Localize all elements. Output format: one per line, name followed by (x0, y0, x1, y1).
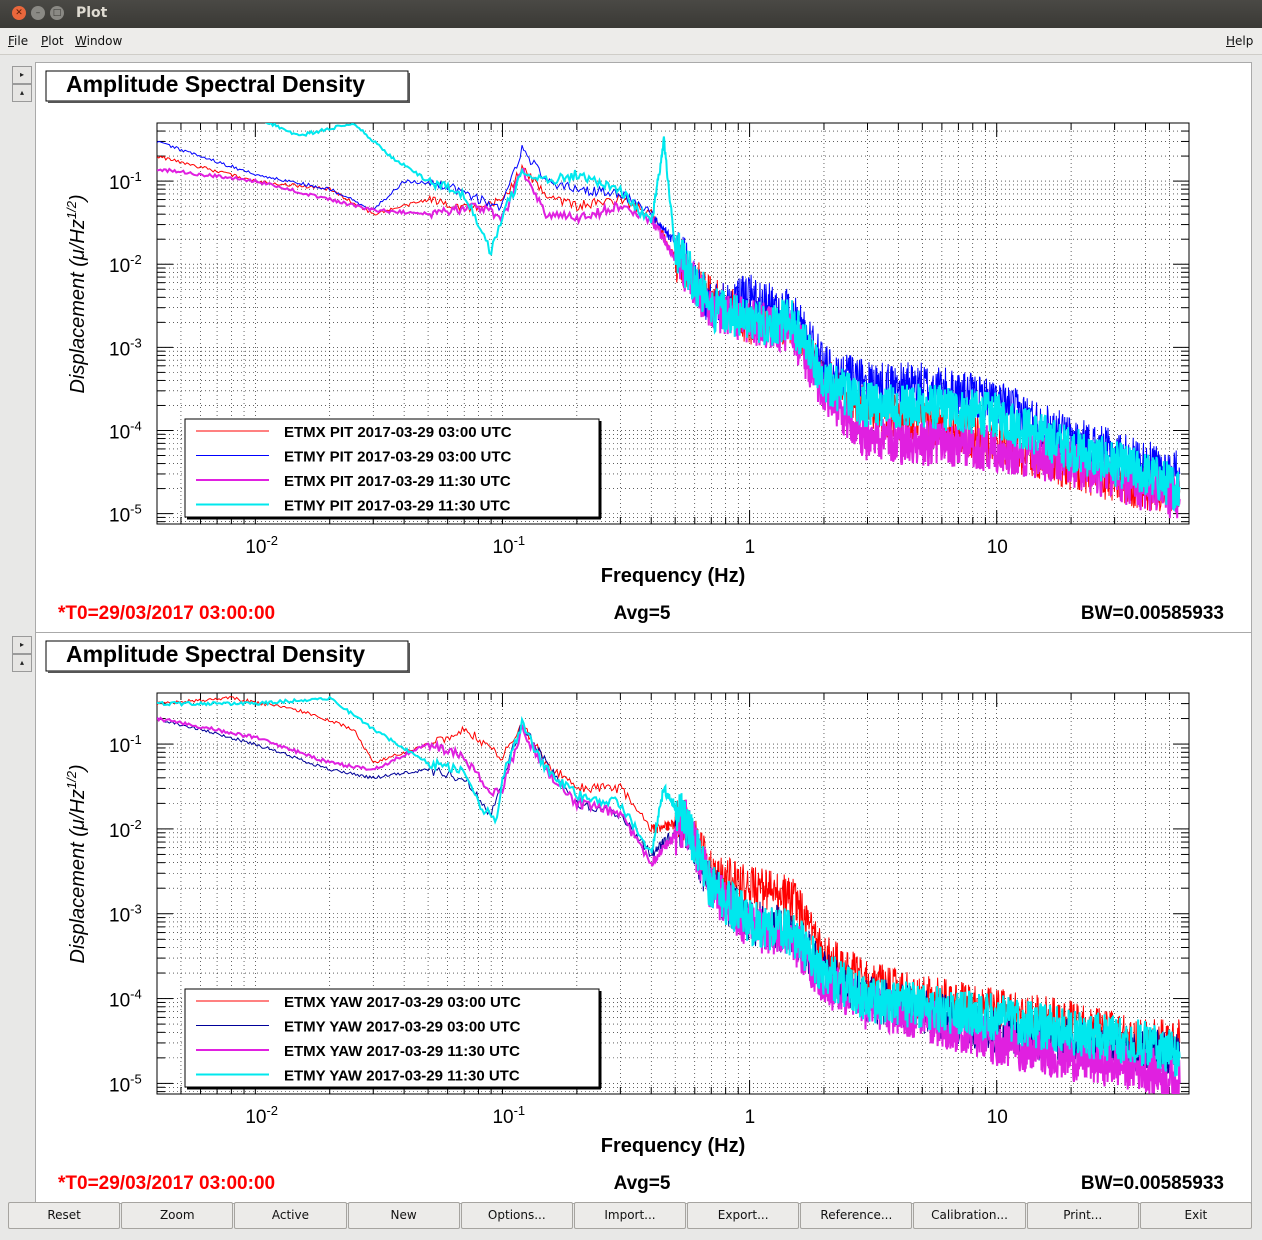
y-axis-label: Displacement (μ/Hz1/2) (64, 194, 89, 393)
legend: ETMX PIT 2017-03-29 03:00 UTC ETMY PIT 20… (184, 418, 602, 520)
export-button[interactable]: Export... (687, 1202, 800, 1229)
x-tick-label: 10 (987, 537, 1008, 558)
x-tick-label: 10 (987, 1107, 1008, 1128)
legend-box (184, 418, 600, 518)
x-tick-label: 10-2 (245, 533, 278, 558)
avg-label: Avg=5 (614, 1173, 671, 1194)
y-tick-label: 10-5 (109, 502, 142, 527)
plot-panel-2: Amplitude Spectral Density 10-2 10-1 1 10 10-… (35, 632, 1252, 1204)
y-tick-label: 10-3 (109, 902, 142, 927)
exit-button[interactable]: Exit (1139, 1202, 1252, 1229)
import-button[interactable]: Import... (573, 1202, 687, 1229)
calibration-button[interactable]: Calibration... (913, 1202, 1026, 1229)
x-tick-label: 1 (745, 1107, 756, 1128)
collapse-arrow-icon[interactable]: ▴ (12, 654, 32, 672)
x-axis-label: Frequency (Hz) (601, 565, 745, 587)
bw-label: BW=0.00585933 (1081, 1173, 1224, 1194)
expand-arrow-icon[interactable]: ▸ (12, 636, 32, 654)
minimize-icon[interactable]: – (31, 6, 45, 20)
x-tick-label: 1 (745, 537, 756, 558)
close-icon[interactable]: ✕ (12, 6, 26, 20)
menu-help[interactable]: Help (1226, 34, 1254, 48)
x-axis-label: Frequency (Hz) (601, 1135, 745, 1157)
menu-file[interactable]: File (8, 34, 29, 48)
legend-label: ETMY PIT 2017-03-29 03:00 UTC (284, 449, 511, 466)
t0-label: *T0=29/03/2017 03:00:00 (58, 1173, 275, 1194)
y-tick-label: 10-4 (109, 987, 142, 1012)
title-box (45, 640, 409, 672)
chart-title: Amplitude Spectral Density (66, 71, 365, 97)
x-tick-label: 10-1 (492, 1103, 525, 1128)
menu-plot[interactable]: Plot (41, 34, 64, 48)
y-tick-label: 10-5 (109, 1071, 142, 1096)
y-tick-label: 10-2 (109, 817, 142, 842)
y-tick-label: 10-2 (109, 252, 142, 277)
options-button[interactable]: Options... (460, 1202, 573, 1229)
series-line (157, 716, 1181, 1094)
t0-label: *T0=29/03/2017 03:00:00 (58, 603, 275, 624)
zoom-button[interactable]: Zoom (121, 1202, 234, 1229)
chart-title: Amplitude Spectral Density (66, 641, 365, 667)
asd-chart-pitch: Amplitude Spectral Density 10-2 10-1 1 10 10-… (45, 70, 1224, 624)
menubar: File Plot Window Help (0, 28, 1262, 55)
reset-button[interactable]: Reset (8, 1202, 121, 1229)
window-titlebar: ✕ – □ Plot (0, 0, 1262, 28)
y-axis-label: Displacement (μ/Hz1/2) (64, 764, 89, 963)
legend-label: ETMX PIT 2017-03-29 03:00 UTC (284, 424, 512, 441)
series-group (157, 695, 1181, 1094)
plot-panel-1: Amplitude Spectral Density 10-2 10-1 1 10 10-… (35, 62, 1252, 634)
maximize-icon[interactable]: □ (50, 6, 64, 20)
y-tick-label: 10-4 (109, 418, 142, 443)
x-tick-label: 10-2 (245, 1103, 278, 1128)
new-button[interactable]: New (347, 1202, 460, 1229)
title-box (45, 70, 409, 102)
legend-box (184, 988, 600, 1088)
bottom-toolbar: Reset Zoom Active New Options... Import... Exp… (8, 1202, 1253, 1229)
legend-label: ETMX PIT 2017-03-29 11:30 UTC (284, 473, 511, 490)
x-tick-label: 10-1 (492, 533, 525, 558)
series-line (264, 123, 1181, 512)
expand-arrow-icon[interactable]: ▸ (12, 66, 32, 84)
legend-label: ETMY YAW 2017-03-29 03:00 UTC (284, 1019, 521, 1036)
legend: ETMX YAW 2017-03-29 03:00 UTC ETMY YAW 20… (184, 988, 602, 1090)
bw-label: BW=0.00585933 (1081, 603, 1224, 624)
asd-chart-yaw: Amplitude Spectral Density 10-2 10-1 1 10 10-… (45, 640, 1224, 1194)
y-tick-label: 10-3 (109, 335, 142, 360)
collapse-arrow-icon[interactable]: ▴ (12, 84, 32, 102)
legend-label: ETMY YAW 2017-03-29 11:30 UTC (284, 1068, 520, 1085)
menu-window[interactable]: Window (75, 34, 123, 48)
reference-button[interactable]: Reference... (800, 1202, 913, 1229)
active-button[interactable]: Active (234, 1202, 347, 1229)
legend-label: ETMX YAW 2017-03-29 03:00 UTC (284, 994, 521, 1011)
print-button[interactable]: Print... (1026, 1202, 1139, 1229)
y-tick-label: 10-1 (109, 732, 142, 757)
series-line (157, 695, 1181, 1077)
series-group (157, 123, 1181, 519)
legend-label: ETMX YAW 2017-03-29 11:30 UTC (284, 1043, 520, 1060)
legend-label: ETMY PIT 2017-03-29 11:30 UTC (284, 498, 511, 515)
window-title: Plot (76, 5, 108, 21)
avg-label: Avg=5 (614, 603, 671, 624)
y-tick-label: 10-1 (109, 169, 142, 194)
